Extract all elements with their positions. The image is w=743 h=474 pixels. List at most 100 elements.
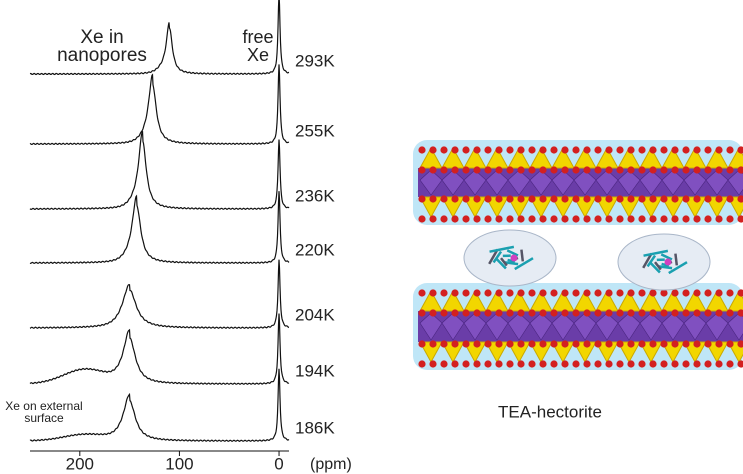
oxygen <box>440 215 448 223</box>
oxygen <box>462 166 470 174</box>
oxygen <box>671 340 679 348</box>
oxygen <box>550 289 558 297</box>
oxygen <box>682 309 690 317</box>
annotation: Xe <box>247 45 269 65</box>
nitrogen <box>510 254 518 262</box>
x-tick-label: 0 <box>274 454 283 473</box>
oxygen <box>660 289 668 297</box>
oxygen <box>693 360 701 368</box>
oxygen <box>550 340 558 348</box>
oxygen <box>451 360 459 368</box>
oxygen <box>605 195 613 203</box>
oxygen <box>704 289 712 297</box>
caption: TEA-hectorite <box>498 402 602 421</box>
oxygen <box>462 360 470 368</box>
oxygen <box>594 309 602 317</box>
oxygen <box>418 166 426 174</box>
oxygen <box>418 195 426 203</box>
oxygen <box>506 195 514 203</box>
annotation: Xe in <box>80 27 123 48</box>
oxygen <box>418 289 426 297</box>
oxygen <box>561 166 569 174</box>
oxygen <box>495 166 503 174</box>
oxygen <box>506 146 514 154</box>
oxygen <box>572 166 580 174</box>
oxygen <box>440 166 448 174</box>
oxygen <box>649 195 657 203</box>
oxygen <box>418 146 426 154</box>
nitrogen <box>664 258 672 266</box>
oxygen <box>660 146 668 154</box>
oxygen <box>605 146 613 154</box>
oxygen <box>473 166 481 174</box>
oxygen <box>506 309 514 317</box>
oxygen <box>440 195 448 203</box>
oxygen <box>561 340 569 348</box>
oxygen <box>495 146 503 154</box>
molecule-cloud <box>463 229 557 287</box>
temperature-label: 255K <box>295 121 335 140</box>
oxygen <box>440 360 448 368</box>
oxygen <box>715 340 723 348</box>
oxygen <box>506 166 514 174</box>
oxygen <box>627 360 635 368</box>
oxygen <box>660 309 668 317</box>
oxygen <box>726 309 734 317</box>
bond <box>495 257 507 270</box>
temperature-label: 236K <box>295 186 335 205</box>
oxygen <box>627 289 635 297</box>
oxygen <box>528 289 536 297</box>
oxygen <box>418 215 426 223</box>
oxygen <box>627 146 635 154</box>
oxygen <box>484 146 492 154</box>
oxygen <box>627 340 635 348</box>
oxygen <box>451 289 459 297</box>
oxygen <box>495 289 503 297</box>
oxygen <box>550 309 558 317</box>
spectrum <box>29 64 290 146</box>
oxygen <box>726 146 734 154</box>
oxygen <box>451 146 459 154</box>
oxygen <box>506 215 514 223</box>
oxygen <box>693 309 701 317</box>
oxygen <box>517 146 525 154</box>
oxygen <box>572 289 580 297</box>
oxygen <box>473 215 481 223</box>
oxygen <box>693 195 701 203</box>
oxygen <box>561 215 569 223</box>
oxygen <box>693 340 701 348</box>
oxygen <box>550 215 558 223</box>
oxygen <box>418 340 426 348</box>
oxygen <box>440 289 448 297</box>
oxygen <box>682 289 690 297</box>
oxygen <box>495 195 503 203</box>
oxygen <box>484 309 492 317</box>
oxygen <box>660 166 668 174</box>
oxygen <box>649 309 657 317</box>
annotation: nanopores <box>57 45 147 66</box>
annotation: surface <box>24 411 64 425</box>
oxygen <box>528 146 536 154</box>
oxygen <box>616 309 624 317</box>
oxygen <box>462 215 470 223</box>
bond <box>500 257 508 267</box>
oxygen <box>561 309 569 317</box>
temperature-label: 204K <box>295 305 335 324</box>
oxygen <box>528 195 536 203</box>
bond <box>489 245 515 253</box>
oxygen <box>429 195 437 203</box>
oxygen <box>429 309 437 317</box>
oxygen <box>649 289 657 297</box>
oxygen <box>616 215 624 223</box>
oxygen <box>605 340 613 348</box>
bond <box>654 261 662 271</box>
oxygen <box>682 215 690 223</box>
oxygen <box>429 146 437 154</box>
oxygen <box>638 309 646 317</box>
bond <box>649 261 661 274</box>
oxygen <box>539 146 547 154</box>
oxygen <box>506 340 514 348</box>
oxygen <box>594 289 602 297</box>
oxygen <box>671 146 679 154</box>
